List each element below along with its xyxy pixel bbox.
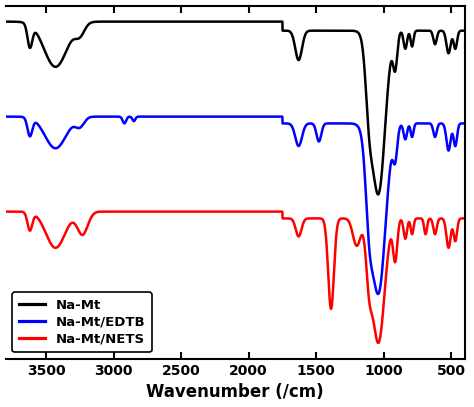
X-axis label: Wavenumber (/cm): Wavenumber (/cm)	[146, 383, 324, 401]
Legend: Na-Mt, Na-Mt/EDTB, Na-Mt/NETS: Na-Mt, Na-Mt/EDTB, Na-Mt/NETS	[12, 292, 152, 352]
